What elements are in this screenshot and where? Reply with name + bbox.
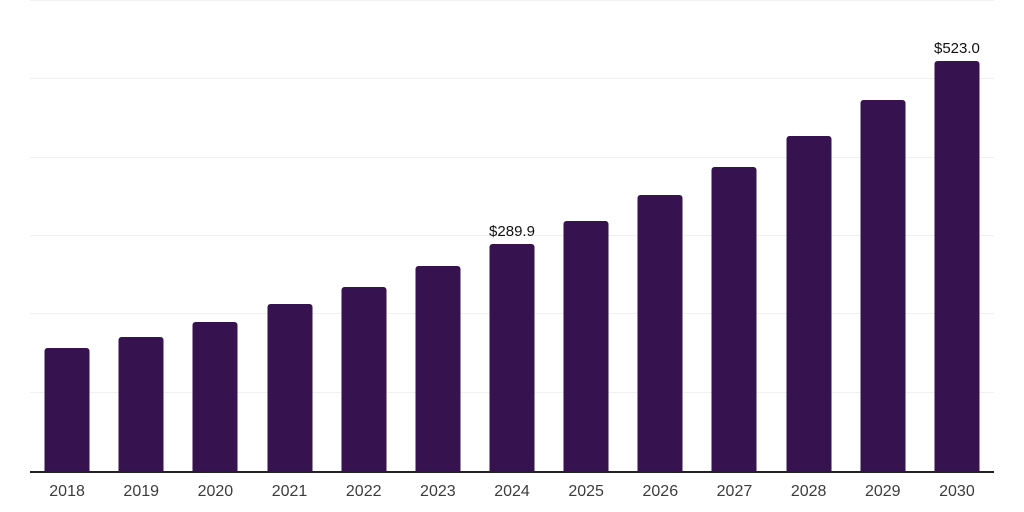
bar-2025 — [563, 220, 609, 471]
x-tick-2021: 2021 — [271, 483, 308, 500]
data-label-2030: $523.0 — [933, 40, 980, 58]
bar-2021 — [267, 304, 313, 471]
bar-2019 — [118, 336, 164, 471]
bar-2018 — [44, 348, 90, 471]
bar-2026 — [637, 195, 683, 471]
bar-2028 — [786, 135, 832, 471]
gridline-500 — [30, 78, 994, 80]
x-tick-2025: 2025 — [568, 483, 604, 500]
x-tick-2022: 2022 — [345, 483, 382, 500]
x-tick-2026: 2026 — [642, 483, 679, 500]
x-tick-2023: 2023 — [420, 483, 456, 500]
x-tick-2024: 2024 — [494, 483, 530, 500]
bar-2023 — [415, 265, 461, 471]
x-tick-2029: 2029 — [864, 483, 901, 500]
x-tick-2019: 2019 — [123, 483, 160, 500]
gridline-600 — [30, 0, 994, 1]
x-tick-2028: 2028 — [790, 483, 827, 500]
x-axis: 2018 2019 2020 2021 2022 2023 2024 2025 2026 2027… — [30, 473, 994, 512]
bar-2024 — [489, 243, 535, 471]
bar-2029 — [860, 100, 906, 471]
x-axis-line — [30, 471, 994, 473]
x-tick-2027: 2027 — [716, 483, 753, 500]
x-tick-2018: 2018 — [49, 483, 85, 500]
bar-2020 — [192, 321, 238, 471]
gridline-300 — [30, 235, 994, 236]
bar-2022 — [341, 286, 387, 471]
x-tick-2030: 2030 — [939, 483, 975, 500]
bar-2027 — [711, 166, 757, 471]
plot-area: $289.9 $523.0 — [30, 0, 994, 471]
bar-2030 — [934, 61, 980, 471]
x-tick-2020: 2020 — [197, 483, 234, 500]
gridline-400 — [30, 156, 994, 158]
data-label-2024: $289.9 — [489, 222, 535, 240]
